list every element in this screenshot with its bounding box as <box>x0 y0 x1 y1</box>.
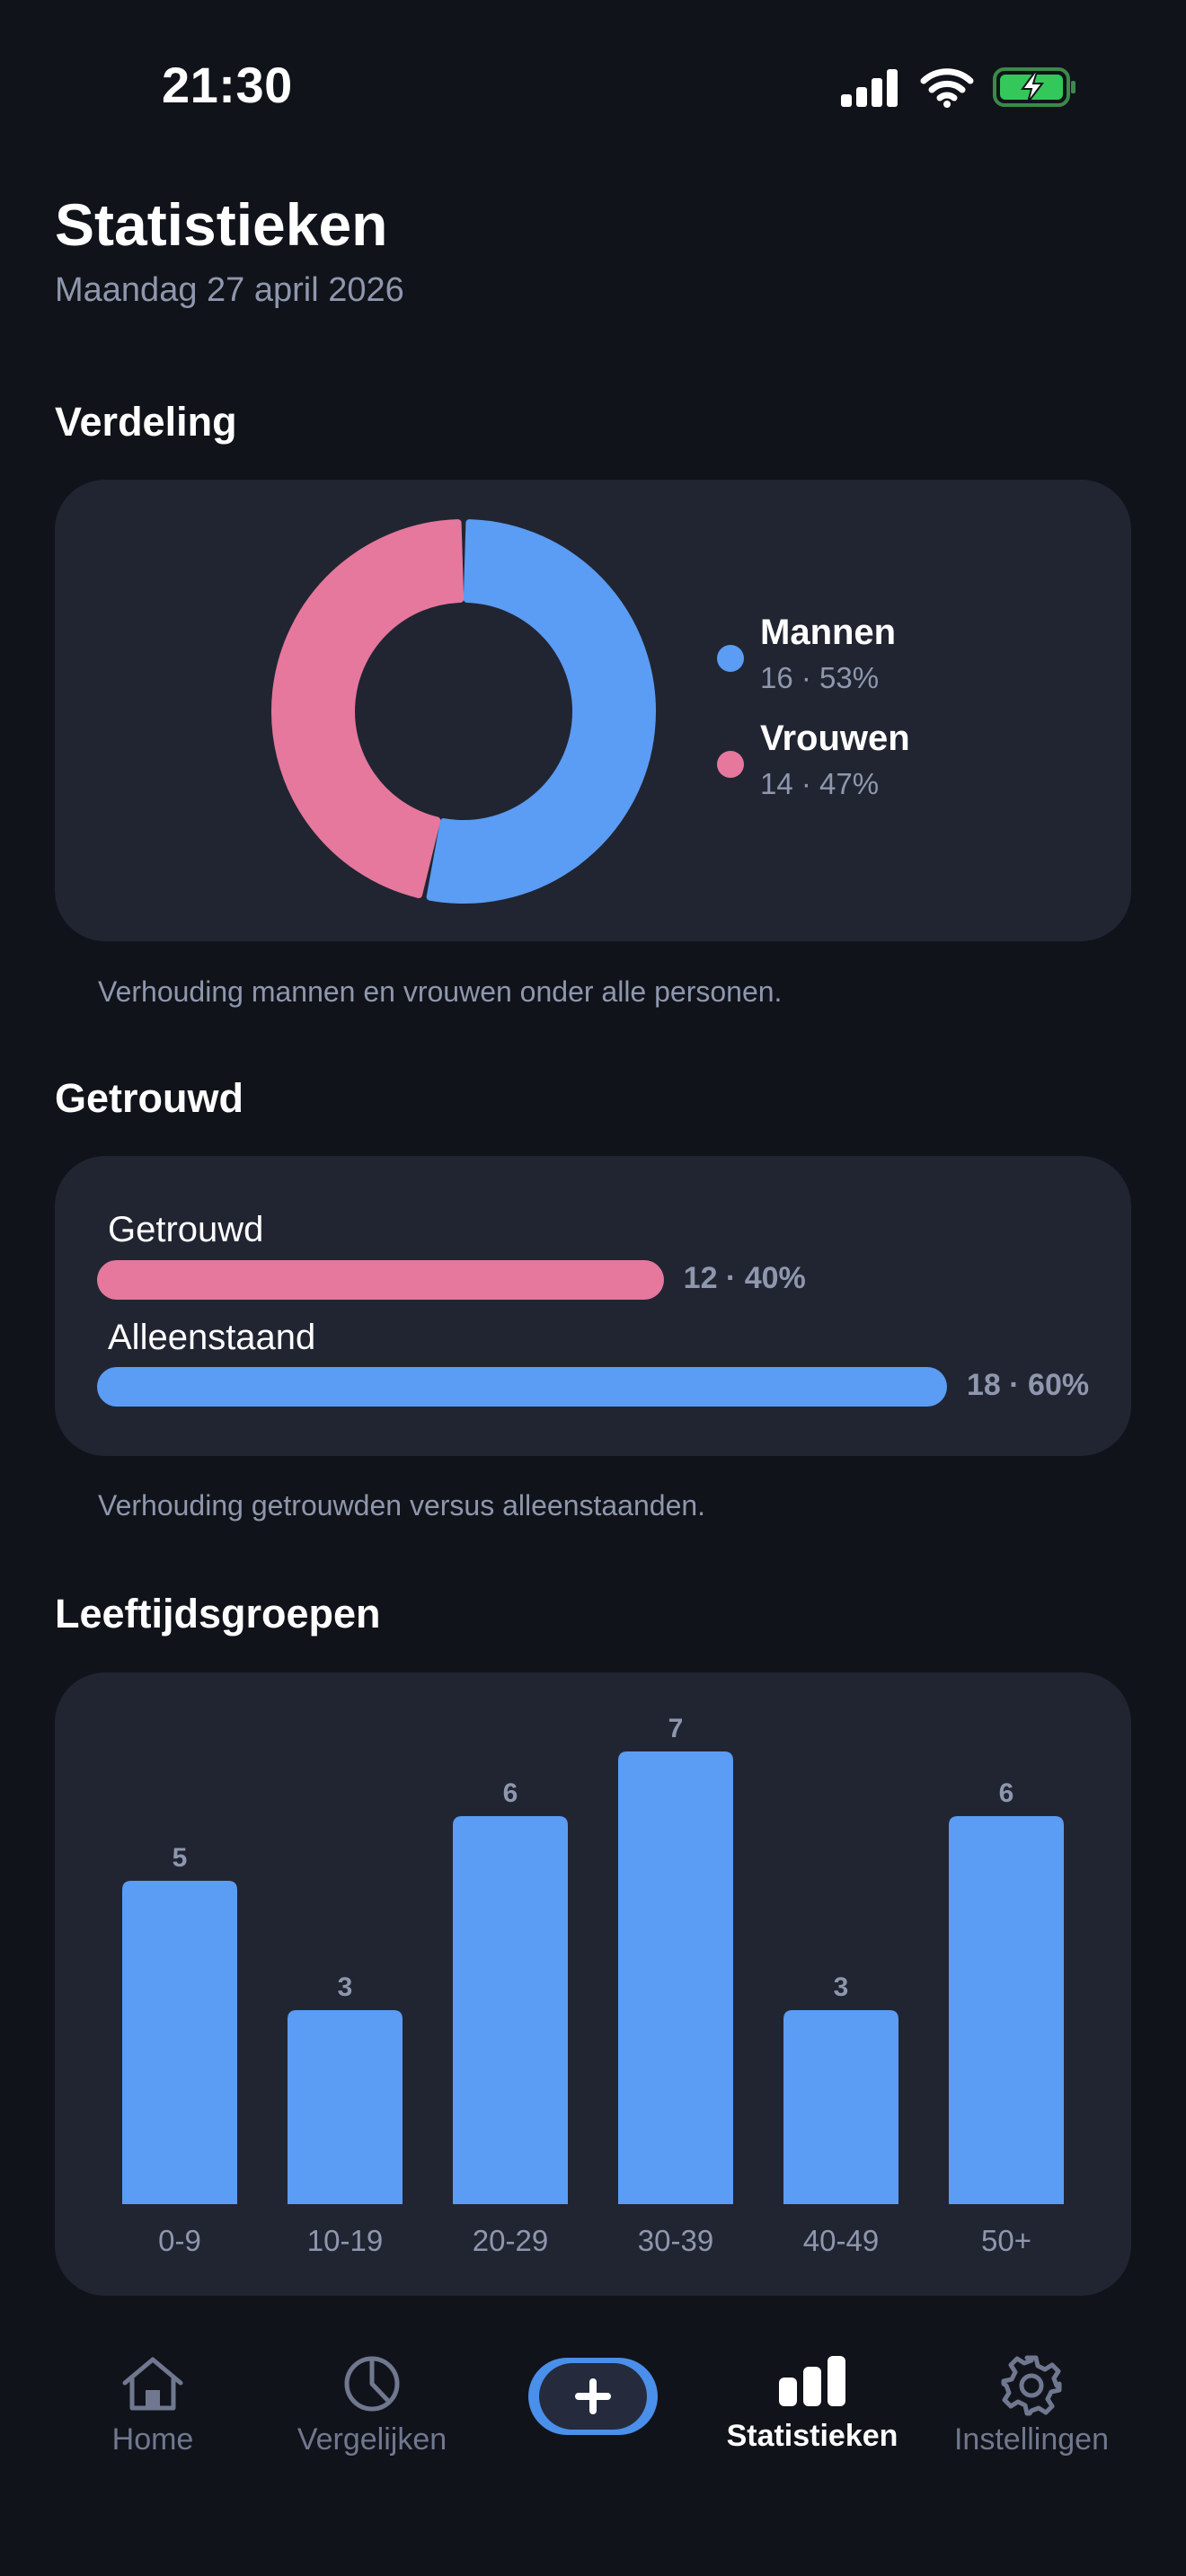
legend-name: Vrouwen <box>760 719 910 758</box>
legend-name: Mannen <box>760 613 897 652</box>
tab-label: Home <box>111 2422 194 2457</box>
married-bar-value: 12 · 40% <box>683 1261 806 1295</box>
age-bar-category-label: 30-39 <box>638 2224 713 2257</box>
age-bar-category-label: 10-19 <box>307 2224 383 2257</box>
age-bar-value-label: 3 <box>338 1972 353 2002</box>
age-bar-category-label: 50+ <box>981 2224 1031 2257</box>
single-bar-label: Alleenstaand <box>108 1318 316 1357</box>
age-bar-category-label: 40-49 <box>803 2224 879 2257</box>
cellular-signal-icon <box>839 67 900 107</box>
legend-dot-women <box>717 751 744 778</box>
age-bar-40-49 <box>783 2010 898 2204</box>
battery-charging-icon <box>992 66 1076 108</box>
pie-chart-icon <box>342 2354 402 2418</box>
age-bar-10-19 <box>288 2010 403 2204</box>
age-groups-section-title: Leeftijdsgroepen <box>55 1591 381 1636</box>
age-bar-value-label: 7 <box>668 1714 684 1743</box>
tab-label: Vergelijken <box>296 2422 447 2457</box>
married-bar <box>97 1260 664 1300</box>
status-icons <box>839 65 1076 110</box>
age-groups-bar-chart: 5 0-9 3 10-19 6 20-29 7 30-39 3 40-49 6 50+ <box>122 1714 1064 2257</box>
age-bar-category-label: 20-29 <box>473 2224 548 2257</box>
plus-icon <box>572 2376 614 2422</box>
gear-icon <box>1000 2354 1063 2422</box>
donut-slice-vrouwen <box>271 519 465 898</box>
page-title: Statistieken <box>55 191 388 258</box>
single-bar <box>97 1367 947 1407</box>
add-button[interactable] <box>528 2358 658 2435</box>
age-bar-value-label: 3 <box>834 1972 849 2002</box>
tab-label: Statistieken <box>726 2419 898 2453</box>
donut-slice-mannen <box>426 519 656 904</box>
distribution-section-title: Verdeling <box>55 399 237 445</box>
distribution-card <box>55 480 1131 941</box>
gender-donut-chart <box>271 519 656 904</box>
legend-value: 16 · 53% <box>760 661 880 694</box>
age-bar-0-9 <box>122 1881 237 2204</box>
age-bar-value-label: 6 <box>503 1778 518 1808</box>
distribution-caption: Verhouding mannen en vrouwen onder alle … <box>98 975 783 1008</box>
home-icon <box>119 2354 186 2418</box>
age-bar-category-label: 0-9 <box>158 2224 201 2257</box>
legend-dot-men <box>717 645 744 672</box>
age-bar-30-39 <box>618 1751 733 2204</box>
married-caption: Verhouding getrouwden versus alleenstaan… <box>98 1489 706 1522</box>
tab-label: Instellingen <box>953 2422 1109 2457</box>
legend-value: 14 · 47% <box>760 767 880 800</box>
age-bar-50+ <box>949 1816 1064 2204</box>
age-bar-value-label: 6 <box>999 1778 1014 1808</box>
wifi-icon <box>920 66 974 108</box>
age-bar-value-label: 5 <box>173 1843 188 1873</box>
age-bar-20-29 <box>453 1816 568 2204</box>
married-bar-label: Getrouwd <box>108 1210 264 1249</box>
status-time: 21:30 <box>162 57 293 113</box>
page-date: Maandag 27 april 2026 <box>55 271 404 309</box>
bar-chart-icon <box>777 2354 847 2413</box>
married-card <box>55 1156 1131 1456</box>
married-section-title: Getrouwd <box>55 1075 243 1121</box>
tab-bar: Home Vergelijken <box>0 2322 1186 2576</box>
single-bar-value: 18 · 60% <box>967 1368 1090 1402</box>
